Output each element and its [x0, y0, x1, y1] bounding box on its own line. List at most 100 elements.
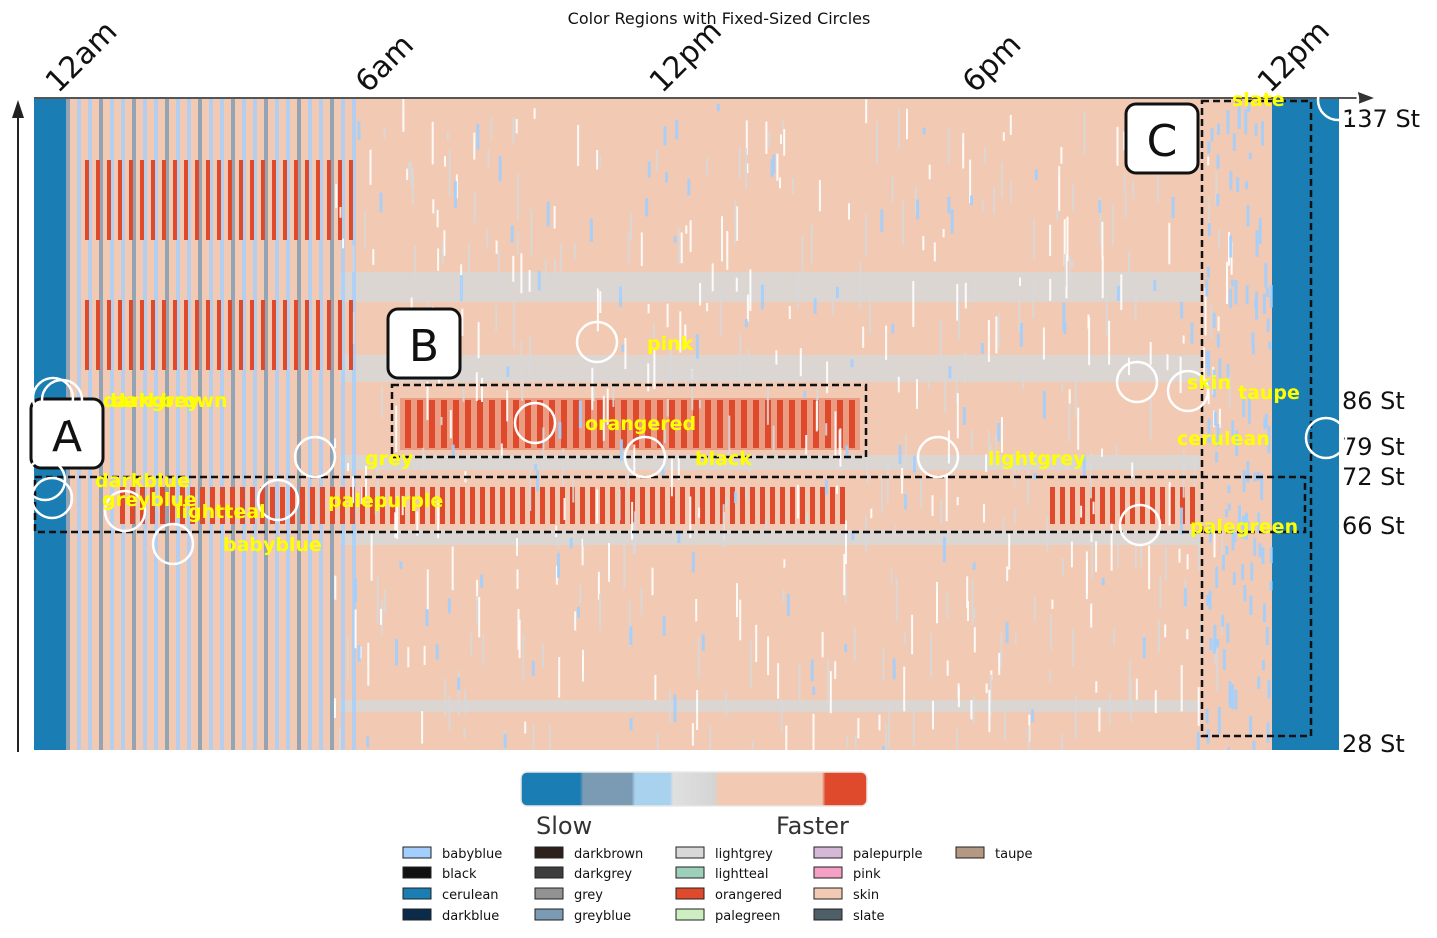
heat-speckle — [696, 690, 699, 730]
heat-speckle-blue — [892, 658, 896, 680]
heat-speckle-blue — [1232, 133, 1236, 151]
heat-speckle — [739, 599, 742, 641]
heat-stripe-red — [470, 487, 475, 524]
heat-speckle-blue — [1210, 127, 1214, 142]
heat-speckle-blue — [1250, 562, 1254, 581]
heat-speckle — [870, 508, 873, 519]
heat-speckle — [554, 258, 556, 295]
heat-stripe-red — [316, 160, 320, 240]
heat-speckle — [1062, 558, 1064, 576]
legend-label: darkgrey — [574, 867, 632, 882]
heat-speckle — [599, 291, 602, 313]
heat-stripe-red — [790, 487, 795, 524]
heat-speckle — [656, 732, 659, 750]
region-circle-greyblue — [30, 476, 74, 520]
heat-speckle — [859, 261, 862, 309]
heat-stripe-red — [660, 487, 665, 524]
heat-speckle — [1061, 742, 1064, 750]
colorbar-high-label: Faster — [776, 812, 849, 840]
heat-speckle-blue — [1033, 472, 1037, 480]
heat-speckle — [788, 306, 791, 319]
heat-edge-right — [1272, 98, 1339, 750]
region-label-darkgrey: darkgrey — [103, 390, 200, 412]
heat-speckle — [438, 375, 441, 387]
legend-label: lightgrey — [715, 847, 773, 862]
heat-speckle — [457, 669, 460, 717]
heat-speckle — [512, 255, 515, 282]
heat-stripe-red — [217, 160, 221, 240]
heat-speckle-blue — [1233, 532, 1237, 543]
heat-speckle — [1000, 631, 1003, 668]
heat-speckle — [956, 393, 959, 439]
heat-speckle-blue — [578, 400, 582, 428]
heat-speckle — [779, 177, 781, 189]
heat-speckle — [449, 410, 452, 439]
legend-swatch — [813, 887, 843, 900]
heat-stripe-red — [453, 400, 459, 448]
legend-swatch — [955, 846, 985, 859]
heat-stripe-red — [140, 160, 144, 240]
heat-speckle — [1098, 707, 1101, 732]
heat-stripe-red — [140, 487, 145, 524]
heat-speckle-blue — [1216, 333, 1220, 348]
heat-speckle — [1061, 383, 1064, 393]
heat-speckle — [470, 632, 473, 656]
heat-speckle-blue — [1231, 279, 1234, 287]
heat-speckle — [857, 718, 860, 739]
region-circle-taupe — [1166, 369, 1210, 413]
heat-speckle — [1090, 603, 1093, 628]
heat-speckle — [862, 326, 865, 348]
heat-speckle — [796, 484, 799, 519]
heat-speckle — [1077, 407, 1080, 450]
heat-stripe-red — [370, 487, 375, 524]
heat-speckle — [990, 445, 993, 467]
heat-stripe-red — [801, 400, 807, 448]
heat-speckle — [698, 399, 701, 409]
heat-speckle — [691, 723, 694, 746]
heat-speckle — [766, 386, 769, 425]
heat-speckle-blue — [1231, 526, 1235, 551]
legend-entry: darkgrey — [534, 866, 632, 882]
heat-speckle — [1019, 277, 1021, 286]
heat-speckle — [946, 660, 949, 676]
heat-speckle — [1108, 693, 1111, 726]
heat-stripe-red — [294, 160, 298, 240]
heat-speckle-blue — [898, 444, 902, 465]
heat-speckle — [958, 303, 960, 339]
heat-speckle — [836, 485, 838, 494]
heat-speckle — [548, 724, 551, 750]
heat-stripe-red — [1090, 487, 1095, 524]
heat-speckle — [983, 503, 985, 523]
heat-speckle — [827, 659, 829, 704]
heat-stripe-red — [580, 487, 585, 524]
heat-speckle — [1123, 131, 1126, 151]
heat-speckle — [1111, 204, 1114, 246]
heat-stripe-red — [239, 300, 243, 370]
heat-speckle-blue — [922, 127, 926, 135]
heat-speckle — [422, 447, 425, 473]
heat-stripe-red — [429, 400, 435, 448]
heat-speckle-blue — [589, 218, 593, 242]
heat-speckle — [946, 593, 949, 619]
heat-stripe-red — [610, 487, 615, 524]
heat-speckle — [1159, 575, 1162, 610]
heat-speckle-blue — [1019, 323, 1023, 347]
heatmap-stripes — [66, 98, 1195, 750]
heat-stripe — [286, 98, 290, 750]
heat-speckle — [441, 242, 444, 265]
colorbar: Slow Faster — [520, 771, 868, 840]
heat-speckle — [875, 120, 878, 164]
heat-speckle-blue — [1257, 512, 1261, 533]
heat-speckle-blue — [1263, 417, 1267, 430]
region-circle-black — [623, 435, 667, 479]
heat-speckle — [746, 294, 749, 322]
heat-speckle — [791, 177, 794, 195]
heat-stripe-red — [129, 300, 133, 370]
heat-speckle — [640, 232, 643, 266]
region-label-greyblue: greyblue — [102, 489, 197, 511]
heat-speckle — [557, 534, 560, 549]
heat-speckle — [515, 119, 518, 134]
heat-speckle-blue — [947, 196, 951, 214]
heat-speckle-blue — [716, 103, 720, 112]
legend-label: palegreen — [715, 909, 780, 924]
